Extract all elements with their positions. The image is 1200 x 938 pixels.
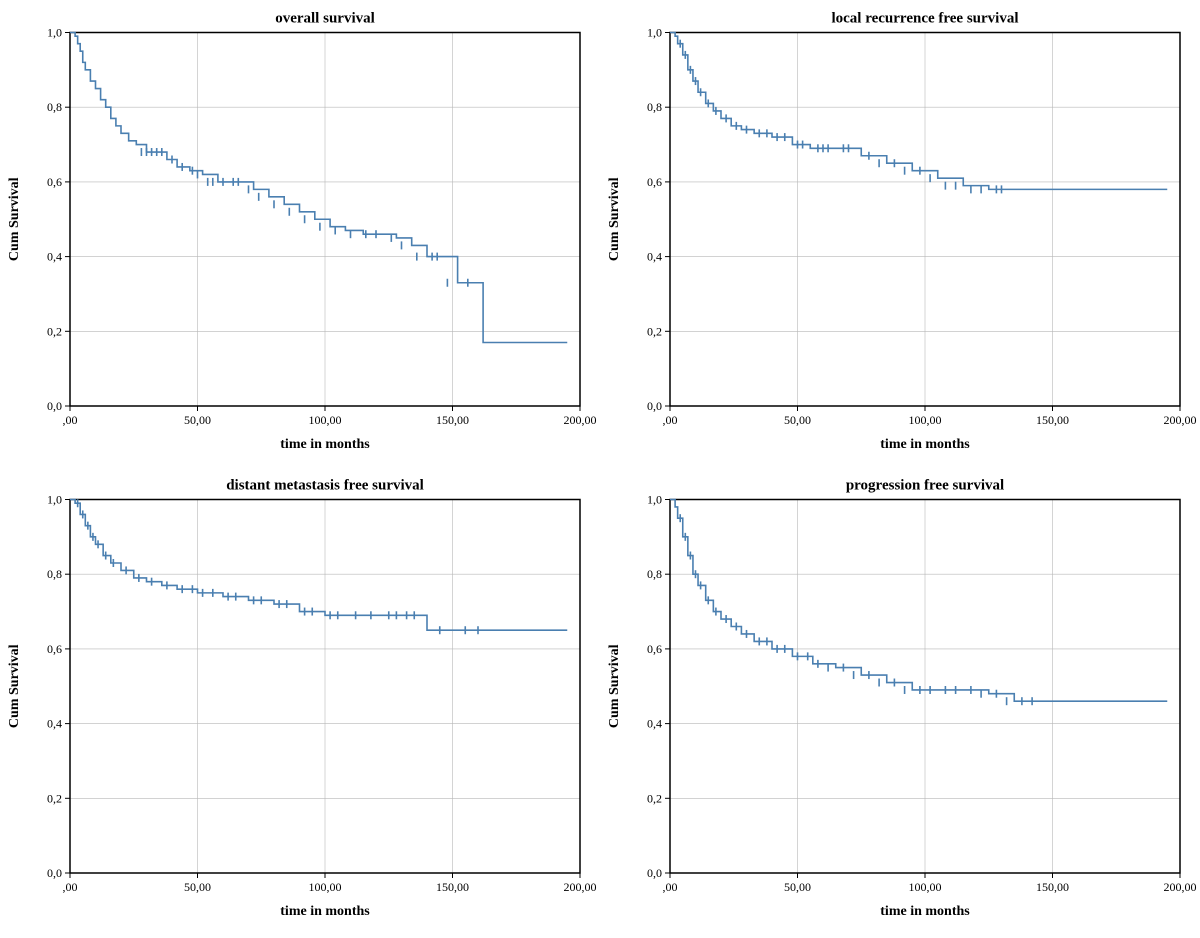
- svg-text:0,2: 0,2: [647, 324, 662, 338]
- chart-title: distant metastasis free survival: [226, 477, 424, 493]
- panel-local-recurrence-free-survival: 0,0 0,2 0,4 0,6 0,8 1,0 ,00 50,00 100,00 150,00 20…: [600, 0, 1200, 467]
- svg-text:0,8: 0,8: [647, 100, 662, 114]
- svg-text:200,00: 200,00: [564, 880, 597, 894]
- svg-text:,00: ,00: [663, 413, 678, 427]
- svg-text:0,6: 0,6: [647, 641, 662, 655]
- x-axis-label: time in months: [880, 437, 970, 452]
- svg-text:0,4: 0,4: [647, 716, 662, 730]
- svg-text:150,00: 150,00: [1036, 413, 1069, 427]
- svg-text:0,6: 0,6: [47, 175, 62, 189]
- x-axis-label: time in months: [280, 904, 370, 919]
- svg-text:1,0: 1,0: [47, 492, 62, 506]
- svg-text:100,00: 100,00: [909, 413, 942, 427]
- y-axis-label: Cum Survival: [607, 177, 622, 261]
- chart-title: progression free survival: [846, 477, 1004, 493]
- svg-text:50,00: 50,00: [784, 880, 811, 894]
- svg-text:150,00: 150,00: [1036, 880, 1069, 894]
- y-axis-label: Cum Survival: [7, 644, 22, 728]
- svg-text:0,2: 0,2: [47, 324, 62, 338]
- svg-text:0,8: 0,8: [47, 567, 62, 581]
- panel-overall-survival: 0,0 0,2 0,4 0,6 0,8 1,0 ,00 50,00 100,00 150,00 20…: [0, 0, 600, 467]
- svg-text:1,0: 1,0: [47, 26, 62, 40]
- svg-text:100,00: 100,00: [309, 880, 342, 894]
- x-axis-label: time in months: [880, 904, 970, 919]
- svg-text:1,0: 1,0: [647, 492, 662, 506]
- survival-curve: [670, 33, 1167, 190]
- svg-text:,00: ,00: [63, 413, 78, 427]
- panel-distant-metastasis-free-survival: 0,0 0,2 0,4 0,6 0,8 1,0 ,00 50,00 100,00 150,00 20…: [0, 467, 600, 934]
- svg-text:0,2: 0,2: [647, 791, 662, 805]
- svg-text:0,4: 0,4: [47, 716, 62, 730]
- svg-text:0,4: 0,4: [47, 250, 62, 264]
- survival-curve: [70, 499, 567, 630]
- svg-text:0,8: 0,8: [47, 100, 62, 114]
- svg-text:200,00: 200,00: [564, 413, 597, 427]
- y-axis-label: Cum Survival: [7, 177, 22, 261]
- svg-text:0,0: 0,0: [647, 866, 662, 880]
- svg-text:,00: ,00: [63, 880, 78, 894]
- y-axis-label: Cum Survival: [607, 644, 622, 728]
- survival-curve: [670, 499, 1167, 701]
- svg-text:,00: ,00: [663, 880, 678, 894]
- svg-text:200,00: 200,00: [1164, 880, 1197, 894]
- svg-text:0,0: 0,0: [47, 866, 62, 880]
- svg-text:100,00: 100,00: [309, 413, 342, 427]
- svg-text:150,00: 150,00: [436, 413, 469, 427]
- svg-text:0,6: 0,6: [647, 175, 662, 189]
- svg-text:50,00: 50,00: [184, 880, 211, 894]
- chart-title: local recurrence free survival: [831, 11, 1018, 27]
- svg-text:0,0: 0,0: [47, 399, 62, 413]
- survival-chart-grid: 0,0 0,2 0,4 0,6 0,8 1,0 ,00 50,00 100,00 150,00 20…: [0, 0, 1200, 923]
- panel-progression-free-survival: 0,0 0,2 0,4 0,6 0,8 1,0 ,00 50,00 100,00 150,00 20…: [600, 467, 1200, 934]
- svg-text:0,8: 0,8: [647, 567, 662, 581]
- svg-text:50,00: 50,00: [184, 413, 211, 427]
- svg-text:200,00: 200,00: [1164, 413, 1197, 427]
- svg-text:0,0: 0,0: [647, 399, 662, 413]
- x-axis-label: time in months: [280, 437, 370, 452]
- svg-text:0,6: 0,6: [47, 641, 62, 655]
- svg-text:0,4: 0,4: [647, 250, 662, 264]
- chart-title: overall survival: [275, 11, 375, 27]
- svg-text:50,00: 50,00: [784, 413, 811, 427]
- survival-curve: [70, 33, 567, 343]
- svg-text:1,0: 1,0: [647, 26, 662, 40]
- svg-text:0,2: 0,2: [47, 791, 62, 805]
- svg-text:150,00: 150,00: [436, 880, 469, 894]
- svg-text:100,00: 100,00: [909, 880, 942, 894]
